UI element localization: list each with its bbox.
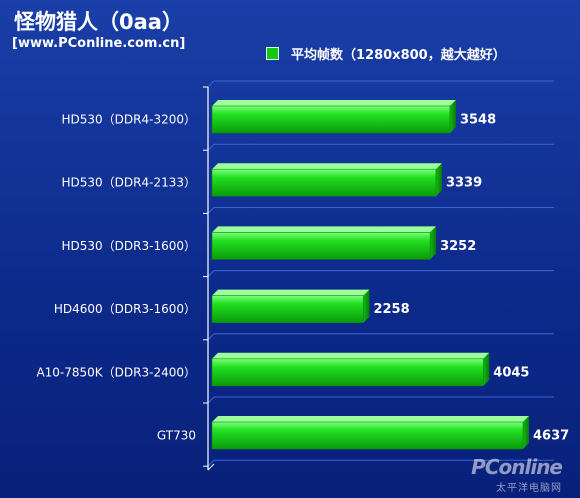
bar-2 — [211, 168, 437, 197]
bar-3 — [211, 232, 431, 260]
chart-title: 怪物猎人（0aa） — [14, 10, 183, 34]
bar-top-face — [212, 226, 437, 233]
bar-6 — [211, 421, 524, 450]
watermark: PConline 太平洋电脑网 — [471, 455, 563, 494]
watermark-logo-text: PConline — [471, 455, 563, 479]
bar-top-face — [212, 352, 490, 359]
grid-line-diagonal — [207, 80, 215, 88]
bar-end-face — [523, 416, 529, 449]
grid-line-diagonal — [207, 270, 215, 277]
category-label: HD530（DDR4-3200） — [62, 113, 197, 127]
bar-4 — [211, 295, 364, 323]
category-label: HD530（DDR3-1600） — [62, 239, 197, 253]
category-label: HD4600（DDR3-1600） — [54, 302, 196, 316]
legend-label: 平均帧数（1280x800，越大越好） — [291, 48, 506, 63]
axis-layer — [203, 86, 215, 471]
grid-line-diagonal — [207, 333, 215, 341]
bar-end-face — [430, 226, 437, 260]
grid-line-diagonal — [207, 396, 215, 404]
axis-depth-line — [207, 463, 215, 471]
bar-5 — [211, 358, 484, 387]
category-label: HD530（DDR4-2133） — [62, 176, 197, 190]
bar-top-face — [212, 416, 529, 422]
category-label: A10-7850K（DDR3-2400） — [36, 365, 196, 379]
bar-end-face — [483, 352, 490, 386]
bar-end-face — [363, 289, 370, 323]
legend-swatch — [266, 47, 279, 60]
site-url-label: [www.PConline.com.cn] — [12, 36, 186, 51]
category-label: GT730 — [157, 429, 196, 443]
value-label: 3252 — [440, 239, 476, 254]
grid-line-diagonal — [207, 143, 215, 151]
grid-line-diagonal — [207, 207, 215, 214]
bars-layer — [211, 100, 529, 450]
value-label: 4045 — [493, 365, 529, 380]
bar-top-face — [212, 100, 456, 106]
bar-top-face — [212, 289, 370, 296]
value-label: 3339 — [446, 176, 482, 191]
labels-layer: HD530（DDR4-3200） 3548 HD530（DDR4-2133） 3339… — [36, 113, 569, 444]
watermark-subtext: 太平洋电脑网 — [496, 483, 562, 494]
bar-end-face — [449, 100, 456, 133]
value-label: 2258 — [373, 302, 409, 317]
grid-line-diagonal — [207, 459, 215, 467]
grid-layer — [207, 80, 554, 467]
bar-end-face — [435, 163, 442, 197]
value-label: 4637 — [533, 429, 569, 444]
legend: 平均帧数（1280x800，越大越好） — [266, 44, 506, 63]
bar-1 — [211, 105, 451, 134]
bar-top-face — [212, 163, 442, 170]
value-label: 3548 — [460, 113, 496, 128]
